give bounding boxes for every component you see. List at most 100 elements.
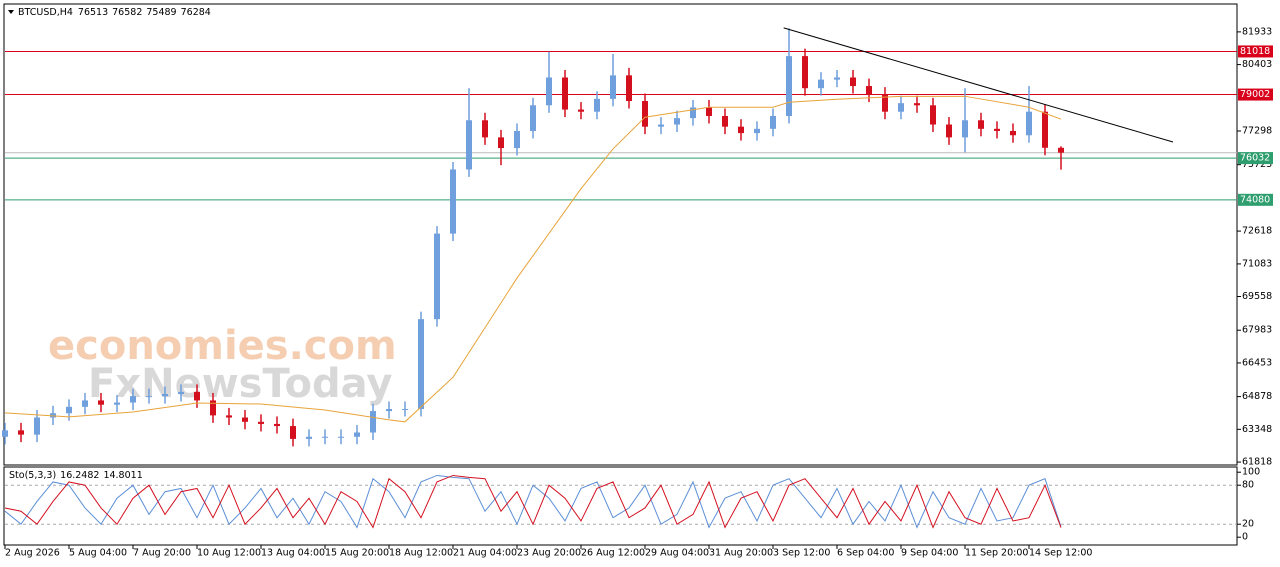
- candle-body: [834, 77, 840, 80]
- y-tick-label: 0: [1242, 532, 1248, 543]
- candle-body: [1010, 130, 1016, 136]
- level-label-box: [1238, 193, 1273, 206]
- level-label: 79002: [1240, 89, 1270, 100]
- candle-body: [130, 396, 136, 403]
- candle-body: [994, 128, 1000, 131]
- x-tick-label: 11 Sep 20:00: [965, 548, 1028, 559]
- y-tick-label: 77298: [1242, 126, 1272, 137]
- osc-signal: 14.8011: [103, 470, 142, 481]
- candle-body: [818, 79, 824, 89]
- level-label: 76032: [1240, 153, 1270, 164]
- candle-body: [18, 430, 24, 435]
- candle-body: [642, 101, 648, 127]
- candle-body: [914, 103, 920, 106]
- x-tick-label: 7 Aug 20:00: [133, 548, 191, 559]
- candle-body: [738, 126, 744, 134]
- x-tick-label: 9 Sep 04:00: [901, 548, 958, 559]
- x-tick-label: 26 Aug 12:00: [581, 548, 645, 559]
- candle-body: [466, 120, 472, 170]
- candle-body: [850, 77, 856, 87]
- candle-body: [306, 436, 312, 439]
- candle-body: [578, 109, 584, 112]
- watermark: FxNewsToday: [88, 361, 392, 407]
- x-tick-label: 13 Aug 04:00: [261, 548, 325, 559]
- candle-body: [34, 417, 40, 435]
- candle-body: [66, 406, 72, 414]
- x-tick-label: 2 Aug 2026: [5, 548, 60, 559]
- candle-body: [546, 77, 552, 106]
- candle-body: [418, 319, 424, 409]
- oscillator-panel: [3, 466, 1238, 546]
- candle-body: [274, 423, 280, 427]
- y-tick-label: 75723: [1242, 159, 1272, 170]
- close: 76284: [181, 7, 211, 18]
- candle-body: [194, 391, 200, 401]
- candle-body: [82, 400, 88, 407]
- y-tick-label: 67983: [1242, 325, 1272, 336]
- candle-body: [882, 94, 888, 112]
- candle-body: [658, 124, 664, 127]
- x-tick-label: 21 Aug 04:00: [453, 548, 517, 559]
- x-tick-label: 3 Sep 12:00: [773, 548, 830, 559]
- watermark: economies.com: [48, 323, 397, 369]
- x-tick-label: 6 Sep 04:00: [837, 548, 894, 559]
- y-tick-label: 66453: [1242, 357, 1272, 368]
- candle-body: [178, 391, 184, 395]
- candle-body: [594, 98, 600, 112]
- candle-body: [754, 128, 760, 134]
- x-tick-label: 29 Aug 04:00: [645, 548, 709, 559]
- high: 76582: [112, 7, 142, 18]
- x-tick-label: 31 Aug 20:00: [709, 548, 773, 559]
- candle-body: [210, 400, 216, 416]
- header: BTCUSD,H4 76513 76582 75489 76284: [18, 7, 211, 18]
- x-tick-label: 15 Aug 20:00: [325, 548, 389, 559]
- candle-body: [98, 400, 104, 405]
- candle-body: [482, 120, 488, 138]
- x-tick-label: 18 Aug 12:00: [389, 548, 453, 559]
- y-tick-label: 61818: [1242, 457, 1272, 468]
- candle-body: [610, 75, 616, 99]
- osc-main: 16.2482: [60, 470, 99, 481]
- level-label: 74080: [1240, 194, 1270, 205]
- candle-body: [370, 411, 376, 433]
- oscillator-line: [4, 474, 1062, 529]
- osc-header: Sto(5,3,3) 16.2482 14.8011: [9, 470, 143, 481]
- x-tick-label: 23 Aug 20:00: [517, 548, 581, 559]
- candle-body: [802, 56, 808, 89]
- y-tick-label: 81933: [1242, 26, 1272, 37]
- candle-body: [722, 115, 728, 127]
- candle-body: [242, 417, 248, 422]
- oscillator-line: [4, 474, 1062, 529]
- level-label: 81018: [1240, 46, 1270, 57]
- candle-body: [290, 426, 296, 439]
- candle-body: [450, 169, 456, 234]
- osc-title: Sto(5,3,3): [9, 470, 56, 481]
- candle-body: [770, 115, 776, 129]
- level-label-box: [1238, 88, 1273, 101]
- candle-body: [434, 233, 440, 320]
- y-tick-label: 80403: [1242, 59, 1272, 70]
- candle-body: [946, 124, 952, 138]
- candle-body: [50, 413, 56, 418]
- candle-body: [258, 421, 264, 424]
- candle-body: [706, 107, 712, 116]
- candle-body: [690, 107, 696, 119]
- candle-body: [322, 436, 328, 438]
- candle-body: [898, 103, 904, 112]
- price-panel: [3, 3, 1238, 466]
- candle-body: [162, 394, 168, 397]
- candle-body: [866, 86, 872, 95]
- candle-body: [530, 105, 536, 131]
- symbol: BTCUSD,H4: [18, 7, 73, 18]
- candle-body: [1026, 111, 1032, 136]
- candle-body: [562, 77, 568, 110]
- y-tick-label: 20: [1242, 519, 1254, 530]
- y-tick-label: 72618: [1242, 226, 1272, 237]
- candle-body: [226, 415, 232, 418]
- level-label-box: [1238, 45, 1273, 58]
- x-tick-label: 5 Aug 04:00: [69, 548, 127, 559]
- menu-arrow[interactable]: [8, 10, 14, 14]
- candle-body: [498, 137, 504, 149]
- low: 75489: [146, 7, 176, 18]
